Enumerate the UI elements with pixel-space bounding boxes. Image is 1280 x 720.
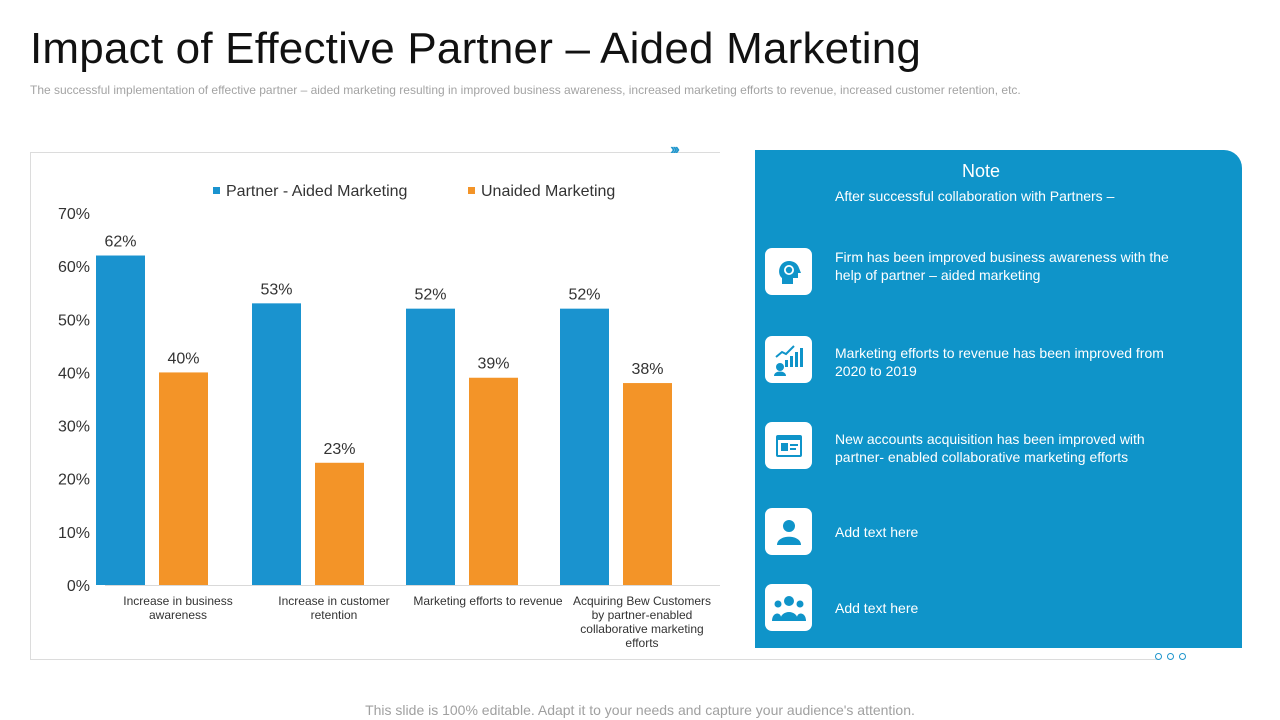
y-tick-label: 30% [58, 419, 90, 436]
bar [406, 308, 455, 585]
legend-label: Partner - Aided Marketing [226, 183, 407, 200]
x-tick-label: awareness [149, 608, 207, 622]
data-label: 62% [104, 234, 136, 251]
page-title: Impact of Effective Partner – Aided Mark… [30, 24, 922, 73]
pagination-dots [1155, 653, 1186, 660]
bar [96, 255, 145, 585]
x-tick-label: Increase in business [123, 594, 232, 608]
y-tick-label: 50% [58, 312, 90, 329]
x-tick-label: Increase in customer [278, 594, 389, 608]
bar [469, 377, 518, 585]
bar [560, 308, 609, 585]
data-label: 23% [323, 441, 355, 458]
head-globe-icon [765, 248, 812, 295]
account-card-icon [765, 422, 812, 469]
data-label: 38% [631, 361, 663, 378]
x-tick-label: retention [311, 608, 358, 622]
dot-icon [1179, 653, 1186, 660]
note-item: Add text here [765, 508, 1235, 556]
note-intro: After successful collaboration with Part… [835, 188, 1115, 204]
dot-icon [1167, 653, 1174, 660]
legend-label: Unaided Marketing [481, 183, 615, 200]
bar [159, 372, 208, 585]
data-label: 40% [167, 350, 199, 367]
note-item: Marketing efforts to revenue has been im… [765, 336, 1235, 384]
bar [252, 303, 301, 585]
footer-note: This slide is 100% editable. Adapt it to… [365, 702, 915, 718]
y-tick-label: 20% [58, 472, 90, 489]
note-item: New accounts acquisition has been improv… [765, 422, 1235, 470]
data-label: 53% [260, 281, 292, 298]
note-item-text: Marketing efforts to revenue has been im… [835, 345, 1164, 379]
user-icon [765, 508, 812, 555]
legend-swatch [468, 187, 475, 194]
y-tick-label: 0% [67, 578, 90, 595]
note-title: Note [961, 161, 1001, 181]
divider [30, 659, 1158, 660]
note-item-text: Add text here [835, 600, 919, 616]
note-item: Firm has been improved business awarenes… [765, 248, 1235, 296]
data-label: 52% [414, 287, 446, 304]
growth-chart-user-icon [765, 336, 812, 383]
team-icon [765, 584, 812, 631]
note-item-text: Add text here [835, 524, 919, 540]
note-item-text: Firm has been improved business awarenes… [835, 249, 1169, 283]
y-tick-label: 40% [58, 365, 90, 382]
note-panel: Note After successful collaboration with… [755, 150, 1242, 648]
x-tick-label: Acquiring Bew Customers [573, 594, 711, 608]
dot-icon [1155, 653, 1162, 660]
x-tick-label: collaborative marketing [580, 622, 703, 636]
note-item-text: New accounts acquisition has been improv… [835, 431, 1145, 465]
legend-swatch [213, 187, 220, 194]
note-item: Add text here [765, 584, 1235, 632]
x-tick-label: Marketing efforts to revenue [413, 594, 563, 608]
bar-chart: 0% 10% 20% 30% 40% 50% 60% 70% Partner - Aided M… [58, 183, 720, 650]
y-tick-label: 60% [58, 259, 90, 276]
page-subtitle: The successful implementation of effecti… [30, 83, 1021, 97]
y-tick-label: 10% [58, 525, 90, 542]
x-tick-label: by partner-enabled [592, 608, 693, 622]
bar [623, 383, 672, 585]
data-label: 39% [477, 356, 509, 373]
chevron-right-icon: ››› [670, 141, 680, 158]
y-tick-label: 70% [58, 206, 90, 223]
x-tick-label: efforts [625, 636, 658, 650]
data-label: 52% [568, 287, 600, 304]
bar [315, 462, 364, 585]
